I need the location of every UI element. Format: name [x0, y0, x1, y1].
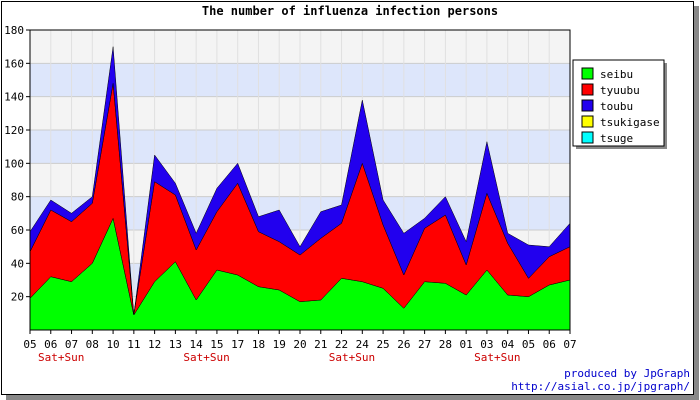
- x-tick-label: 03: [480, 338, 493, 351]
- x-tick-label: 18: [252, 338, 265, 351]
- x-tick-label: 08: [86, 338, 99, 351]
- x-tick-label: 21: [314, 338, 327, 351]
- y-tick-label: 80: [11, 191, 24, 204]
- x-tick-label: 06: [44, 338, 57, 351]
- y-tick-label: 140: [4, 91, 24, 104]
- chart-title: The number of influenza infection person…: [202, 4, 498, 18]
- x-tick-label: 17: [231, 338, 244, 351]
- x-axis: 05 06 07 08 10 11 12 13 14 15 17 18 19 20 21 22 24 25 26 27…: [23, 329, 577, 364]
- y-tick-label: 40: [11, 257, 24, 270]
- legend-label-tsuge: tsuge: [600, 132, 633, 145]
- x-tick-label: 11: [127, 338, 140, 351]
- x-tick-label: 15: [210, 338, 223, 351]
- y-tick-label: 20: [11, 291, 24, 304]
- x-tick-label: 25: [376, 338, 389, 351]
- x-tick-label: 22: [335, 338, 348, 351]
- x-tick-label: 04: [501, 338, 515, 351]
- x-tick-label: 28: [439, 338, 452, 351]
- x-tick-label: 12: [148, 338, 161, 351]
- weekend-label: Sat+Sun: [183, 351, 229, 364]
- x-tick-label: 06: [543, 338, 556, 351]
- x-tick-label: 27: [418, 338, 431, 351]
- weekend-label: Sat+Sun: [474, 351, 520, 364]
- y-axis: 20 40 60 80 100 120 140 160 180: [4, 24, 31, 330]
- x-tick-label: 20: [293, 338, 306, 351]
- x-tick-label: 24: [356, 338, 370, 351]
- x-tick-label: 26: [397, 338, 410, 351]
- legend-label-tsukigase: tsukigase: [600, 116, 660, 129]
- x-tick-label: 07: [563, 338, 576, 351]
- legend-swatch-toubu: [581, 99, 594, 112]
- x-tick-label: 05: [522, 338, 535, 351]
- legend: seibu tyuubu toubu tsukigase tsuge: [572, 59, 667, 149]
- x-tick-label: 13: [169, 338, 182, 351]
- legend-swatch-tsuge: [581, 131, 594, 144]
- legend-swatch-tyuubu: [581, 83, 594, 96]
- credit-link[interactable]: http://asial.co.jp/jpgraph/: [511, 380, 690, 393]
- legend-label-toubu: toubu: [600, 100, 633, 113]
- weekend-label: Sat+Sun: [329, 351, 375, 364]
- weekend-label: Sat+Sun: [38, 351, 84, 364]
- credit-line-1: produced by JpGraph: [564, 367, 690, 380]
- y-tick-label: 180: [4, 24, 24, 37]
- x-tick-label: 01: [460, 338, 473, 351]
- y-tick-label: 60: [11, 224, 24, 237]
- legend-label-seibu: seibu: [600, 68, 633, 81]
- x-tick-label: 10: [106, 338, 119, 351]
- legend-swatch-seibu: [581, 67, 594, 80]
- y-tick-label: 100: [4, 157, 24, 170]
- x-tick-label: 19: [273, 338, 286, 351]
- y-tick-label: 120: [4, 124, 24, 137]
- y-tick-label: 160: [4, 57, 24, 70]
- legend-label-tyuubu: tyuubu: [600, 84, 640, 97]
- legend-swatch-tsukigase: [581, 115, 594, 128]
- x-tick-label: 14: [190, 338, 204, 351]
- x-tick-label: 07: [65, 338, 78, 351]
- x-tick-label: 05: [23, 338, 36, 351]
